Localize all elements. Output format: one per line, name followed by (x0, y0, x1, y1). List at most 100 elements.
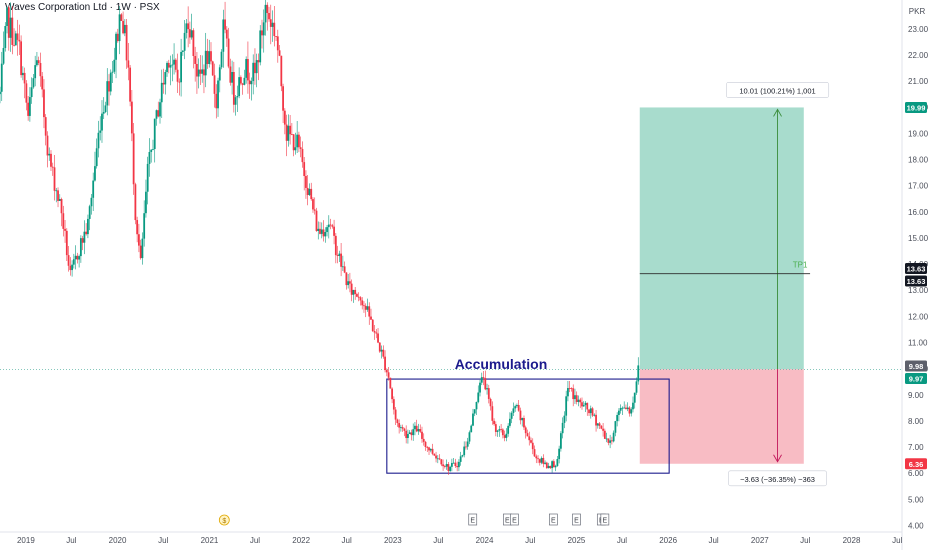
candle-body (53, 167, 56, 191)
candle-body (394, 409, 397, 420)
y-tick-label: 13.00 (908, 286, 929, 295)
price-label: 13.63 (907, 264, 926, 273)
candle-body (255, 60, 258, 74)
candle-body (227, 38, 230, 67)
candle-body (273, 22, 276, 37)
candle-body (166, 62, 168, 73)
candle-body (232, 71, 235, 105)
candle-body (72, 259, 75, 265)
candle-body (563, 415, 566, 423)
candle-body (408, 432, 411, 435)
candle-body (298, 134, 300, 148)
candle-body (222, 19, 225, 52)
candle-body (637, 365, 640, 382)
candle-body (313, 209, 316, 211)
target-label: 10.01 (100.21%) 1,001 (739, 86, 815, 95)
candle-body (101, 113, 103, 131)
candle-body (67, 255, 70, 266)
candle-body (410, 432, 413, 436)
candle-body (247, 59, 249, 81)
candle-body (510, 412, 513, 419)
stop-arrow-head (773, 454, 782, 463)
candle-body (282, 86, 284, 111)
candle-body (34, 65, 37, 79)
candle-body (102, 112, 105, 114)
x-tick-label: 2025 (568, 536, 586, 545)
candle-body (250, 81, 253, 85)
candle-body (556, 459, 559, 466)
candle-body (43, 89, 45, 118)
candle-body (354, 289, 357, 295)
candle-body (71, 264, 73, 271)
candle-body (9, 17, 12, 38)
candle-body (436, 458, 439, 460)
candle-body (292, 134, 295, 151)
chart-title: Waves Corporation Ltd · 1W · PSX (5, 2, 160, 13)
earnings-marker: E (603, 518, 608, 525)
candle-body (523, 418, 525, 428)
target-arrow-head (773, 108, 782, 117)
candle-body (79, 238, 82, 257)
candle-body (429, 448, 432, 451)
candle-body (94, 166, 96, 181)
x-tick-label: 2028 (843, 536, 861, 545)
candle-body (25, 83, 28, 103)
candle-body (99, 130, 102, 133)
candle-body (329, 224, 332, 226)
candle-body (315, 210, 318, 231)
candle-body (361, 300, 364, 306)
candle-body (169, 65, 172, 68)
y-tick-label: 23.00 (908, 25, 929, 34)
candle-body (122, 20, 124, 34)
candle-body (268, 12, 270, 20)
candle-body (252, 62, 255, 82)
x-tick-label: 2026 (659, 536, 677, 545)
candle-body (150, 149, 153, 152)
candle-body (215, 93, 218, 109)
candle-body (333, 226, 335, 236)
candle-body (387, 372, 390, 378)
candle-body (544, 462, 546, 464)
candle-body (607, 438, 610, 443)
candle-body (32, 78, 35, 88)
candle-body (152, 149, 154, 150)
y-tick-label: 6.00 (908, 469, 924, 478)
candle-body (531, 442, 534, 450)
candle-body (248, 80, 251, 85)
x-tick-label: Jul (66, 536, 76, 545)
candle-body (324, 232, 327, 237)
candle-body (90, 197, 93, 207)
y-tick-label: 12.00 (908, 312, 929, 321)
candle-body (7, 7, 10, 38)
candle-body (257, 60, 260, 63)
candle-body (399, 427, 402, 428)
candle-body (283, 110, 286, 125)
candle-body (174, 59, 177, 70)
candle-body (398, 423, 401, 428)
candle-body (352, 289, 355, 295)
candle-body (338, 253, 341, 256)
candle-body (572, 388, 575, 400)
candle-body (535, 456, 538, 459)
candle-body (558, 448, 561, 460)
candle-body (218, 67, 221, 81)
candle-body (30, 87, 33, 98)
candle-body (475, 401, 478, 410)
candle-body (473, 409, 476, 414)
candle-body (305, 176, 307, 188)
candle-body (524, 427, 527, 434)
candle-body (241, 83, 244, 85)
candle-body (276, 36, 279, 51)
candle-body (589, 408, 592, 414)
candle-body (192, 30, 195, 57)
candle-body (472, 413, 474, 426)
candle-body (468, 432, 471, 442)
candle-body (422, 438, 425, 442)
x-tick-label: 2027 (751, 536, 769, 545)
candle-body (470, 425, 473, 433)
candle-body (285, 124, 288, 141)
candle-body (132, 133, 135, 185)
candle-body (584, 402, 587, 406)
candle-body (153, 118, 156, 150)
